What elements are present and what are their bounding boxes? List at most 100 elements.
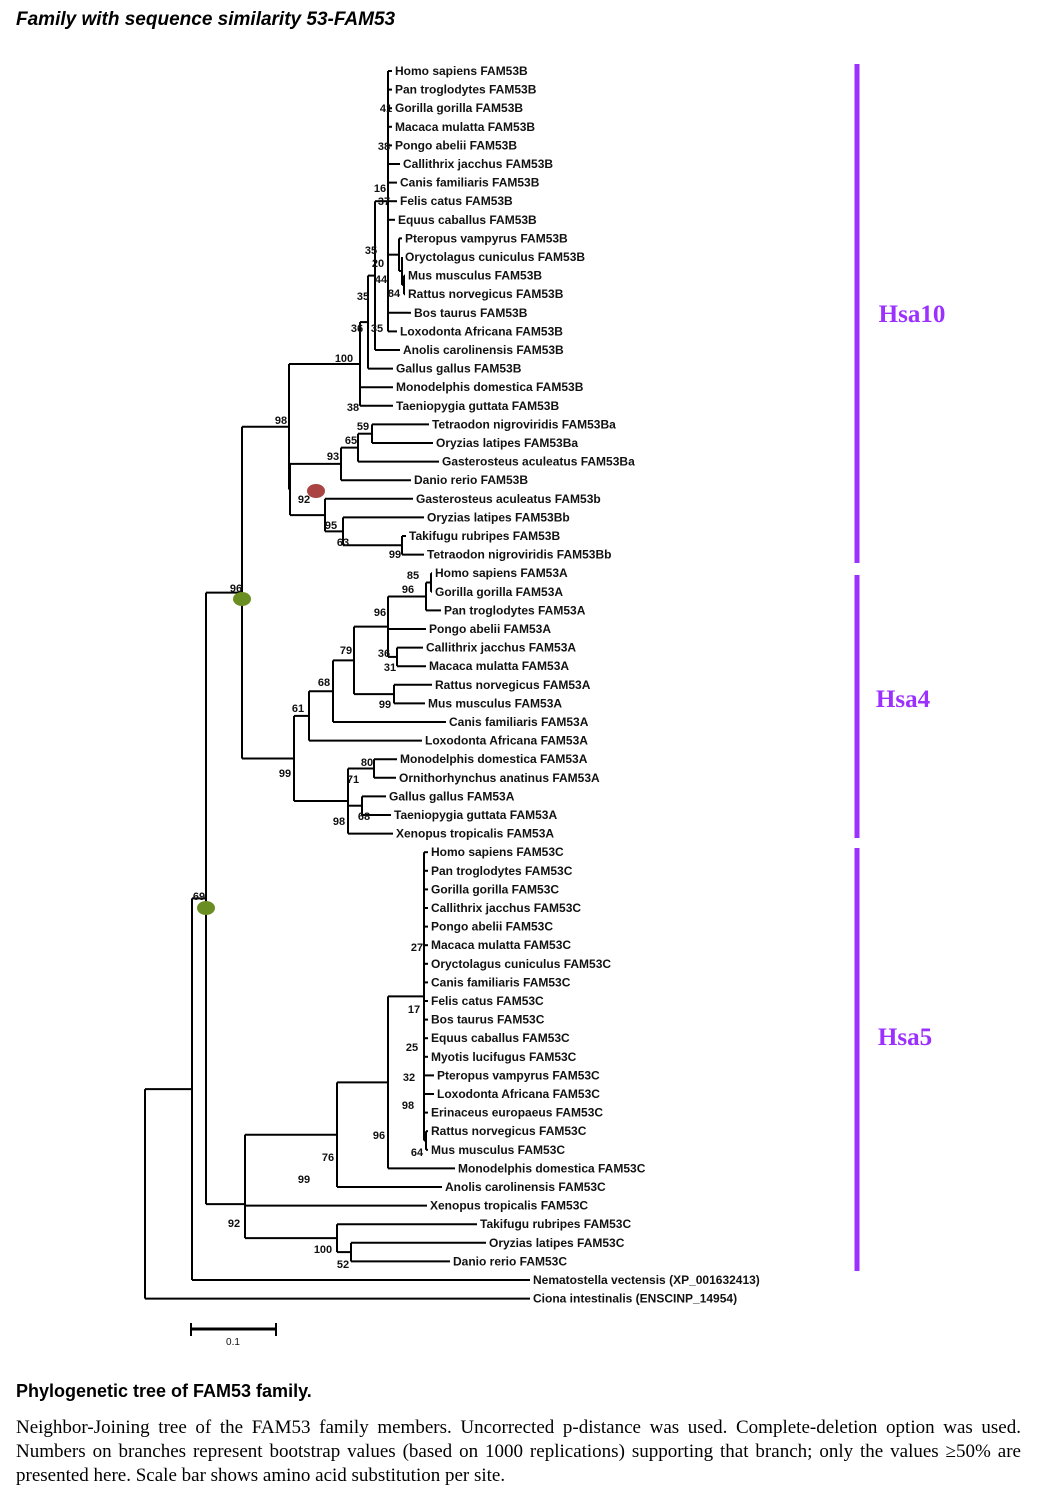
leaf-label: Canis familiaris FAM53C — [431, 975, 571, 989]
leaf-label: Bos taurus FAM53C — [431, 1013, 545, 1027]
leaf-label: Pongo abelii FAM53A — [429, 622, 551, 636]
leaf-label: Felis catus FAM53B — [400, 194, 513, 208]
leaf-label: Mus musculus FAM53A — [428, 696, 562, 710]
leaf-label: Oryzias latipes FAM53C — [489, 1236, 625, 1250]
bootstrap-value: 27 — [411, 942, 423, 954]
leaf-label: Erinaceus europaeus FAM53C — [431, 1106, 603, 1120]
leaf-label: Loxodonta Africana FAM53B — [400, 324, 563, 338]
leaf-labels: Homo sapiens FAM53B Pan troglodytes FAM53… — [389, 64, 760, 1306]
bootstrap-value: 92 — [228, 1218, 240, 1230]
leaf-label: Oryctolagus cuniculus FAM53C — [431, 957, 611, 971]
bootstrap-value: 98 — [402, 1100, 414, 1112]
leaf-label: Danio rerio FAM53C — [453, 1254, 567, 1268]
bootstrap-value: 98 — [333, 816, 345, 828]
leaf-label: Monodelphis domestica FAM53A — [400, 752, 588, 766]
leaf-label: Pan troglodytes FAM53A — [444, 603, 586, 617]
leaf-label: Gorilla gorilla FAM53A — [435, 585, 563, 599]
clade-bars: Hsa10 Hsa4 Hsa5 — [854, 64, 946, 1271]
leaf-label: Ciona intestinalis (ENSCINP_14954) — [533, 1292, 737, 1306]
bootstrap-value: 32 — [403, 1072, 415, 1084]
leaf-label: Gorilla gorilla FAM53C — [431, 882, 559, 896]
bootstrap-value: 100 — [335, 353, 353, 365]
leaf-label: Pongo abelii FAM53B — [395, 138, 517, 152]
bootstrap-value: 35 — [357, 291, 369, 303]
leaf-label: Pteropus vampyrus FAM53C — [437, 1068, 600, 1082]
leaf-label: Callithrix jacchus FAM53C — [431, 901, 581, 915]
caption-text: Neighbor-Joining tree of the FAM53 famil… — [16, 1417, 1021, 1486]
bootstrap-value: 35 — [371, 323, 383, 335]
bootstrap-value: 52 — [337, 1259, 349, 1271]
leaf-label: Canis familiaris FAM53B — [400, 176, 540, 190]
bootstrap-value: 20 — [372, 258, 384, 270]
leaf-label: Anolis carolinensis FAM53B — [403, 343, 564, 357]
bootstrap-value: 16 — [374, 183, 386, 195]
scale-bar-label: 0.1 — [226, 1337, 240, 1348]
leaf-label: Macaca mulatta FAM53A — [429, 659, 569, 673]
bootstrap-value: 68 — [358, 811, 370, 823]
leaf-label: Homo sapiens FAM53A — [435, 566, 568, 580]
bootstrap-value: 41 — [380, 103, 392, 115]
bootstrap-value: 84 — [388, 288, 401, 300]
bootstrap-value: 38 — [378, 141, 390, 153]
leaf-label: Oryzias latipes FAM53Ba — [436, 436, 578, 450]
bootstrap-value: 76 — [322, 1152, 334, 1164]
bootstrap-value: 68 — [318, 677, 330, 689]
leaf-label: Pan troglodytes FAM53B — [395, 83, 537, 97]
page-title: Family with sequence similarity 53-FAM53 — [16, 9, 396, 30]
leaf-label: Callithrix jacchus FAM53B — [403, 157, 553, 171]
clade-label: Hsa10 — [879, 301, 946, 328]
bootstrap-value: 17 — [408, 1004, 420, 1016]
leaf-label: Xenopus tropicalis FAM53C — [430, 1199, 588, 1213]
duplication-marker-red — [307, 484, 325, 498]
bootstrap-value: 96 — [373, 1130, 385, 1142]
node-markers — [197, 484, 325, 915]
bootstrap-value: 80 — [361, 757, 373, 769]
leaf-label: Felis catus FAM53C — [431, 994, 544, 1008]
bootstrap-value: 92 — [298, 494, 310, 506]
leaf-label: Gallus gallus FAM53B — [396, 362, 522, 376]
bootstrap-value: 99 — [279, 768, 291, 780]
leaf-label: Mus musculus FAM53B — [408, 269, 542, 283]
leaf-label: Gasterosteus aculeatus FAM53b — [416, 492, 601, 506]
clade-label: Hsa5 — [878, 1024, 932, 1051]
leaf-label: Gallus gallus FAM53A — [389, 789, 515, 803]
leaf-label: Homo sapiens FAM53C — [431, 845, 564, 859]
bootstrap-value: 96 — [230, 583, 242, 595]
leaf-label: Macaca mulatta FAM53B — [395, 120, 535, 134]
phylogenetic-tree: Homo sapiens FAM53B Pan troglodytes FAM53… — [144, 64, 946, 1348]
leaf-label: Monodelphis domestica FAM53B — [396, 380, 584, 394]
bootstrap-value: 44 — [375, 274, 388, 286]
leaf-label: Takifugu rubripes FAM53C — [480, 1217, 631, 1231]
bootstrap-value: 59 — [357, 421, 369, 433]
bootstrap-value: 69 — [193, 891, 205, 903]
bootstrap-value: 38 — [347, 402, 359, 414]
leaf-label: Tetraodon nigroviridis FAM53Bb — [427, 548, 611, 562]
leaf-label: Callithrix jacchus FAM53A — [426, 641, 576, 655]
leaf-label: Gorilla gorilla FAM53B — [395, 101, 523, 115]
leaf-label: Monodelphis domestica FAM53C — [458, 1161, 646, 1175]
bootstrap-value: 96 — [374, 607, 386, 619]
duplication-marker-green — [197, 901, 215, 915]
leaf-label: Takifugu rubripes FAM53B — [409, 529, 560, 543]
bootstrap-value: 71 — [347, 774, 359, 786]
leaf-label: Anolis carolinensis FAM53C — [445, 1180, 606, 1194]
bootstrap-value: 31 — [384, 662, 396, 674]
leaf-label: Equus caballus FAM53C — [431, 1031, 570, 1045]
leaf-label: Loxodonta Africana FAM53C — [437, 1087, 600, 1101]
bootstrap-value: 99 — [389, 549, 401, 561]
bootstrap-value: 25 — [406, 1042, 418, 1054]
leaf-label: Oryctolagus cuniculus FAM53B — [405, 250, 585, 264]
leaf-label: Xenopus tropicalis FAM53A — [396, 827, 554, 841]
bootstrap-value: 95 — [325, 520, 337, 532]
leaf-label: Macaca mulatta FAM53C — [431, 938, 571, 952]
bootstrap-value: 63 — [337, 537, 349, 549]
leaf-label: Equus caballus FAM53B — [398, 213, 537, 227]
leaf-label: Homo sapiens FAM53B — [395, 64, 528, 78]
bootstrap-value: 85 — [407, 570, 419, 582]
leaf-label: Gasterosteus aculeatus FAM53Ba — [442, 455, 635, 469]
leaf-label: Nematostella vectensis (XP_001632413) — [533, 1273, 760, 1287]
leaf-label: Rattus norvegicus FAM53A — [435, 678, 591, 692]
leaf-label: Myotis lucifugus FAM53C — [431, 1050, 577, 1064]
bootstrap-value: 96 — [402, 584, 414, 596]
